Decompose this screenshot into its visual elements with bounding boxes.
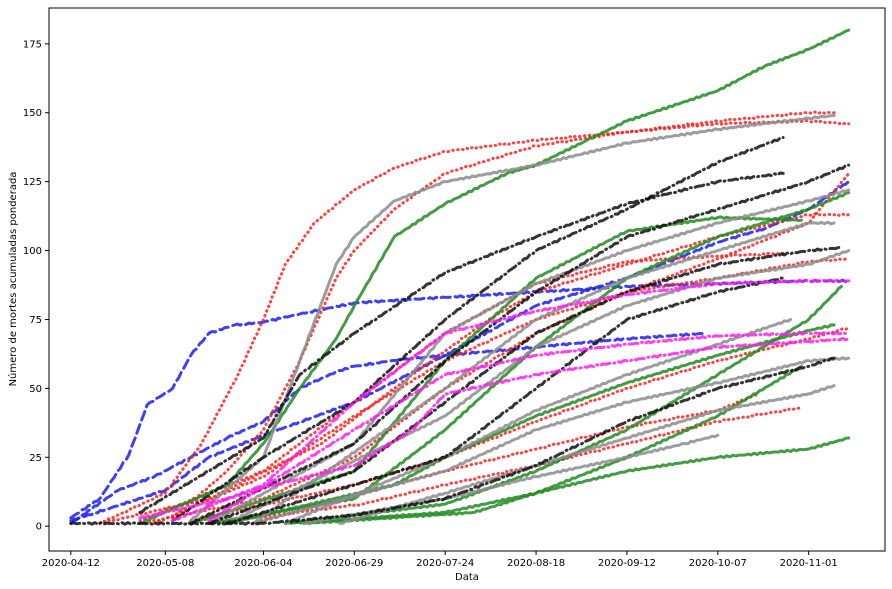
y-tick-label: 0 [36, 522, 42, 533]
y-tick-label: 150 [23, 108, 42, 119]
y-tick-label: 25 [29, 453, 42, 464]
series-line-magenta-34 [171, 278, 851, 523]
series-line-black-33 [225, 276, 785, 525]
x-tick-label: 2020-09-12 [598, 558, 656, 569]
y-tick-label: 175 [23, 39, 42, 50]
y-tick-label: 100 [23, 246, 42, 257]
series-line-gray-27 [251, 220, 836, 525]
series-line-black-29 [171, 136, 785, 523]
series-line-black-28 [138, 171, 785, 514]
x-tick-label: 2020-06-29 [325, 558, 383, 569]
series-line-green-18 [301, 436, 851, 526]
series-line-gray-21 [207, 188, 851, 525]
x-tick-label: 2020-06-04 [234, 558, 292, 569]
series-line-black-32 [69, 356, 836, 526]
x-tick-label: 2020-11-01 [780, 558, 838, 569]
x-axis: 2020-04-12 2020-05-08 2020-06-04 2020-06-29… [42, 551, 838, 569]
series-line-red-7 [138, 171, 851, 525]
x-tick-label: 2020-08-18 [507, 558, 565, 569]
x-axis-label: Data [455, 572, 479, 583]
x-tick-label: 2020-07-24 [416, 558, 474, 569]
series-line-red-5 [171, 119, 851, 520]
y-axis: 0 25 50 75 100 125 150 175 [23, 39, 49, 533]
x-tick-label: 2020-05-08 [136, 558, 194, 569]
series-line-black-30 [189, 163, 851, 525]
series-line-red-8 [189, 326, 851, 523]
x-tick-label: 2020-04-12 [42, 558, 100, 569]
series-line-gray-20 [189, 114, 836, 523]
x-tick-label: 2020-10-07 [689, 558, 747, 569]
y-tick-label: 50 [29, 384, 42, 395]
y-tick-label: 75 [29, 315, 42, 326]
series-line-green-13 [138, 28, 851, 525]
series-line-red-9 [207, 406, 803, 525]
series-line-black-31 [207, 246, 843, 525]
series-line-blue-2 [69, 331, 709, 525]
series-line-magenta-35 [207, 331, 851, 523]
y-axis-label: Número de mortes acumuladas ponderada [7, 172, 19, 387]
series-line-red-10 [138, 251, 785, 523]
series-line-magenta-36 [138, 336, 851, 520]
series-line-red-4 [98, 110, 836, 525]
series-line-green-19 [225, 323, 836, 525]
plot-frame [48, 7, 886, 552]
series-line-gray-26 [338, 384, 836, 525]
series-layer [69, 28, 851, 526]
y-tick-label: 125 [23, 177, 42, 188]
